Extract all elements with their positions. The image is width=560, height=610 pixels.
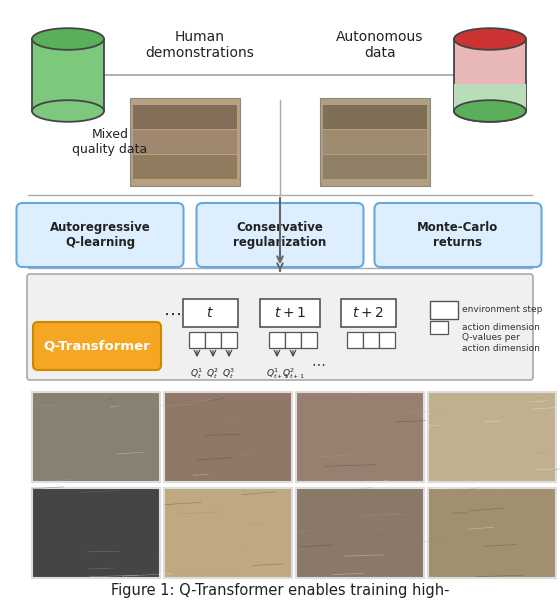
Bar bbox=[301, 332, 317, 348]
Bar bbox=[164, 392, 292, 482]
Bar bbox=[320, 98, 430, 186]
Ellipse shape bbox=[32, 28, 104, 50]
Bar bbox=[32, 488, 160, 578]
Bar bbox=[205, 332, 221, 348]
Text: Mixed
quality data: Mixed quality data bbox=[72, 128, 148, 156]
FancyBboxPatch shape bbox=[375, 203, 542, 267]
Text: Autonomous
data: Autonomous data bbox=[337, 30, 424, 60]
Bar bbox=[454, 84, 526, 111]
Bar bbox=[189, 332, 205, 348]
Bar bbox=[340, 299, 395, 327]
Ellipse shape bbox=[454, 100, 526, 122]
Text: $\cdots$: $\cdots$ bbox=[163, 305, 181, 323]
Bar bbox=[269, 332, 285, 348]
Text: $Q^2_t$: $Q^2_t$ bbox=[207, 366, 220, 381]
Ellipse shape bbox=[454, 100, 526, 122]
Bar bbox=[260, 299, 320, 327]
Text: $Q^1_t$: $Q^1_t$ bbox=[190, 366, 204, 381]
Text: $Q^3_t$: $Q^3_t$ bbox=[222, 366, 236, 381]
Text: Q-values per
action dimension: Q-values per action dimension bbox=[462, 333, 540, 353]
Text: action dimension: action dimension bbox=[462, 323, 540, 332]
Text: environment step: environment step bbox=[462, 306, 543, 315]
Text: $t+2$: $t+2$ bbox=[352, 306, 384, 320]
Bar bbox=[379, 332, 395, 348]
FancyBboxPatch shape bbox=[27, 274, 533, 380]
Text: Conservative
regularization: Conservative regularization bbox=[234, 221, 326, 249]
Text: Autoregressive
Q-learning: Autoregressive Q-learning bbox=[50, 221, 151, 249]
Bar bbox=[347, 332, 363, 348]
Bar bbox=[430, 301, 458, 319]
Bar bbox=[32, 392, 160, 482]
Bar bbox=[428, 488, 556, 578]
Text: $Q^2_{t+1}$: $Q^2_{t+1}$ bbox=[282, 366, 305, 381]
Text: Human
demonstrations: Human demonstrations bbox=[146, 30, 254, 60]
Bar bbox=[430, 321, 448, 334]
FancyBboxPatch shape bbox=[33, 322, 161, 370]
Bar bbox=[32, 39, 104, 111]
FancyBboxPatch shape bbox=[197, 203, 363, 267]
Text: Figure 1: Q-Transformer enables training high-: Figure 1: Q-Transformer enables training… bbox=[111, 583, 449, 598]
Text: Monte-Carlo
returns: Monte-Carlo returns bbox=[417, 221, 498, 249]
Bar bbox=[221, 332, 237, 348]
Bar bbox=[296, 392, 424, 482]
Bar bbox=[164, 488, 292, 578]
Text: Q-Transformer: Q-Transformer bbox=[44, 340, 151, 353]
Bar bbox=[130, 98, 240, 186]
Bar bbox=[285, 332, 301, 348]
Bar bbox=[454, 39, 526, 111]
Bar bbox=[363, 332, 379, 348]
Ellipse shape bbox=[454, 28, 526, 50]
Bar bbox=[296, 488, 424, 578]
Text: $Q^1_{t+1}$: $Q^1_{t+1}$ bbox=[265, 366, 288, 381]
Text: $t+1$: $t+1$ bbox=[274, 306, 306, 320]
Text: $\cdots$: $\cdots$ bbox=[311, 356, 325, 370]
Text: $t$: $t$ bbox=[206, 306, 214, 320]
Ellipse shape bbox=[32, 100, 104, 122]
Bar bbox=[183, 299, 237, 327]
FancyBboxPatch shape bbox=[16, 203, 184, 267]
Bar bbox=[428, 392, 556, 482]
